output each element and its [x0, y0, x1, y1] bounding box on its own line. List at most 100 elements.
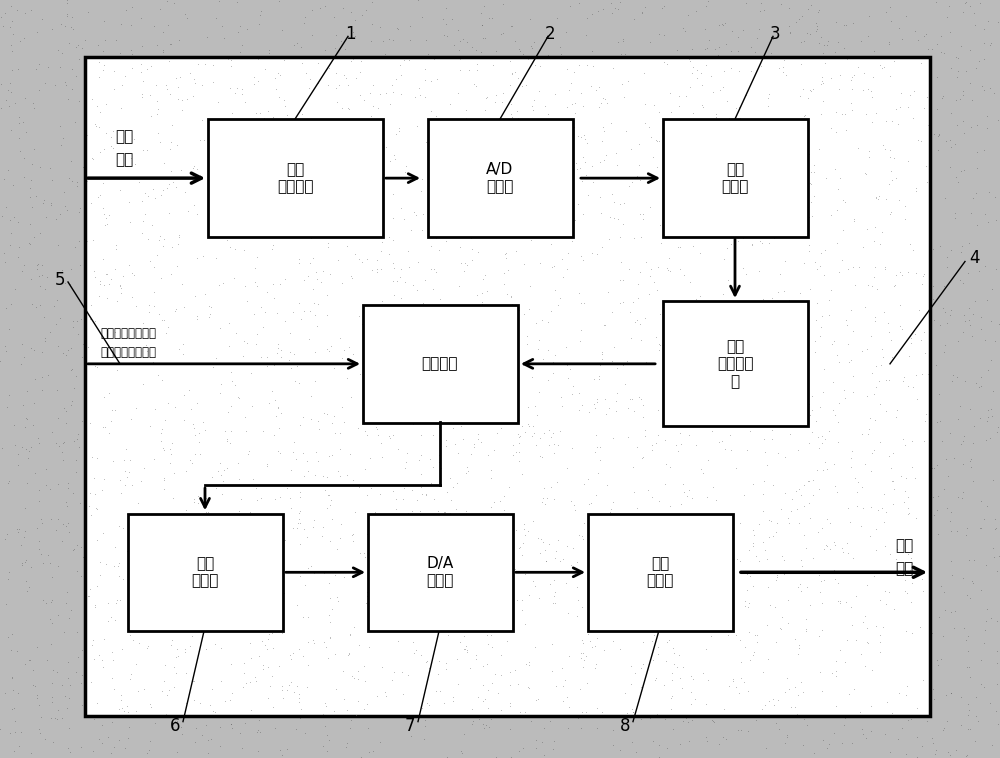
Point — [640, 631, 656, 644]
Point — [552, 556, 568, 568]
Point — [326, 362, 342, 374]
Point — [587, 402, 603, 414]
Point — [115, 573, 131, 585]
Point — [523, 370, 539, 382]
Point — [486, 243, 502, 255]
Point — [642, 36, 658, 48]
Point — [458, 640, 474, 652]
Point — [359, 528, 375, 540]
Point — [701, 671, 717, 683]
Point — [463, 299, 479, 312]
Point — [379, 563, 395, 575]
Point — [644, 369, 660, 381]
Point — [359, 172, 375, 184]
Point — [79, 412, 95, 424]
Point — [605, 496, 621, 509]
Point — [151, 309, 167, 321]
Point — [134, 241, 150, 253]
Point — [937, 306, 953, 318]
Point — [742, 459, 758, 471]
Point — [374, 451, 390, 463]
Point — [548, 680, 564, 692]
Point — [120, 706, 136, 718]
Point — [591, 370, 607, 382]
Point — [976, 144, 992, 156]
Point — [169, 261, 185, 273]
Point — [108, 243, 124, 255]
Point — [540, 316, 556, 328]
Point — [422, 393, 438, 405]
Point — [27, 680, 43, 692]
Point — [477, 104, 493, 116]
Point — [368, 549, 384, 561]
Point — [449, 653, 465, 665]
Point — [515, 475, 531, 487]
Point — [142, 124, 158, 136]
Point — [938, 135, 954, 147]
Point — [767, 546, 783, 558]
Point — [452, 215, 468, 227]
Point — [841, 356, 857, 368]
Point — [529, 566, 545, 578]
Point — [818, 284, 834, 296]
Point — [148, 445, 164, 457]
Point — [621, 567, 637, 579]
Point — [587, 662, 603, 674]
Point — [671, 561, 687, 573]
Point — [131, 431, 147, 443]
Point — [764, 293, 780, 305]
Point — [76, 652, 92, 664]
Point — [76, 69, 92, 81]
Point — [210, 386, 226, 398]
Point — [289, 422, 305, 434]
Point — [242, 287, 258, 299]
Point — [232, 521, 248, 533]
Point — [300, 270, 316, 282]
Point — [782, 27, 798, 39]
Point — [842, 429, 858, 441]
Point — [213, 642, 229, 654]
Point — [727, 185, 743, 197]
Point — [452, 35, 468, 47]
Point — [163, 165, 179, 177]
Point — [579, 59, 595, 71]
Point — [758, 142, 774, 154]
Point — [119, 471, 135, 483]
Point — [497, 601, 513, 613]
Point — [562, 189, 578, 201]
Point — [143, 60, 159, 72]
Point — [493, 704, 509, 716]
Point — [819, 742, 835, 754]
Point — [725, 441, 741, 453]
Point — [394, 489, 410, 501]
Point — [155, 240, 171, 252]
Point — [795, 422, 811, 434]
Point — [831, 396, 847, 409]
Point — [573, 647, 589, 659]
Point — [479, 163, 495, 175]
Point — [432, 495, 448, 507]
Point — [258, 339, 274, 351]
Point — [586, 300, 602, 312]
Point — [888, 632, 904, 644]
Point — [257, 640, 273, 652]
Point — [873, 359, 889, 371]
Point — [242, 614, 258, 626]
Point — [814, 625, 830, 637]
Point — [902, 569, 918, 581]
Point — [14, 557, 30, 569]
Point — [382, 312, 398, 324]
Point — [857, 609, 873, 622]
Point — [950, 176, 966, 188]
Point — [935, 725, 951, 737]
Point — [958, 528, 974, 540]
Point — [844, 737, 860, 749]
Point — [274, 209, 290, 221]
Point — [354, 255, 370, 268]
Point — [757, 699, 773, 711]
Point — [559, 143, 575, 155]
Point — [668, 388, 684, 400]
Point — [792, 287, 808, 299]
Point — [441, 148, 457, 160]
Point — [650, 70, 666, 83]
